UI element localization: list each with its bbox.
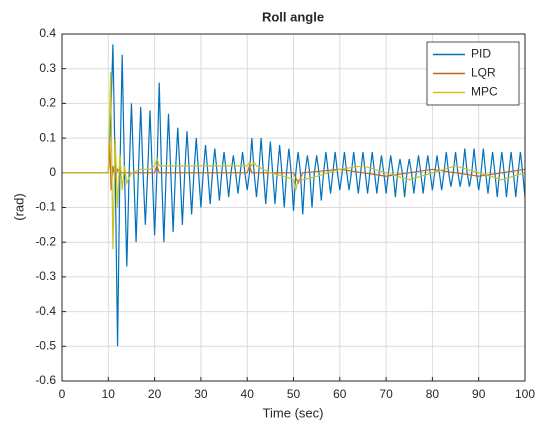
y-tick-label: 0: [49, 165, 56, 179]
legend-label: PID: [471, 47, 491, 61]
y-tick-label: 0.1: [39, 130, 56, 144]
chart-title: Roll angle: [262, 9, 324, 24]
x-axis-label: Time (sec): [263, 405, 324, 420]
x-tick-label: 20: [148, 387, 162, 401]
legend-label: MPC: [471, 85, 498, 99]
plot-frame: [61, 33, 526, 382]
x-tick-label: 10: [102, 387, 116, 401]
y-tick-label: 0.3: [39, 61, 56, 75]
series-line: [62, 72, 525, 250]
x-tick-label: 90: [472, 387, 486, 401]
y-tick-label: -0.4: [35, 304, 56, 318]
y-tick-label: -0.3: [35, 269, 56, 283]
x-tick-label: 80: [426, 387, 440, 401]
x-tick-label: 70: [379, 387, 393, 401]
y-tick-label: 0.4: [39, 26, 56, 40]
x-tick-label: 100: [515, 387, 535, 401]
lines: [62, 44, 525, 347]
x-tick-label: 40: [241, 387, 255, 401]
y-tick-label: -0.5: [35, 338, 56, 352]
x-tick-label: 50: [287, 387, 301, 401]
y-tick-label: -0.2: [35, 234, 56, 248]
y-tick-label: -0.1: [35, 200, 56, 214]
x-tick-label: 60: [333, 387, 347, 401]
legend: PID LQR MPC: [426, 41, 520, 106]
y-tick-label: -0.6: [35, 373, 56, 387]
x-tick-label: 0: [59, 387, 66, 401]
x-tick-label: 30: [194, 387, 208, 401]
y-tick-label: 0.2: [39, 96, 56, 110]
y-axis-label: (rad): [11, 193, 26, 220]
legend-label: LQR: [471, 66, 496, 80]
